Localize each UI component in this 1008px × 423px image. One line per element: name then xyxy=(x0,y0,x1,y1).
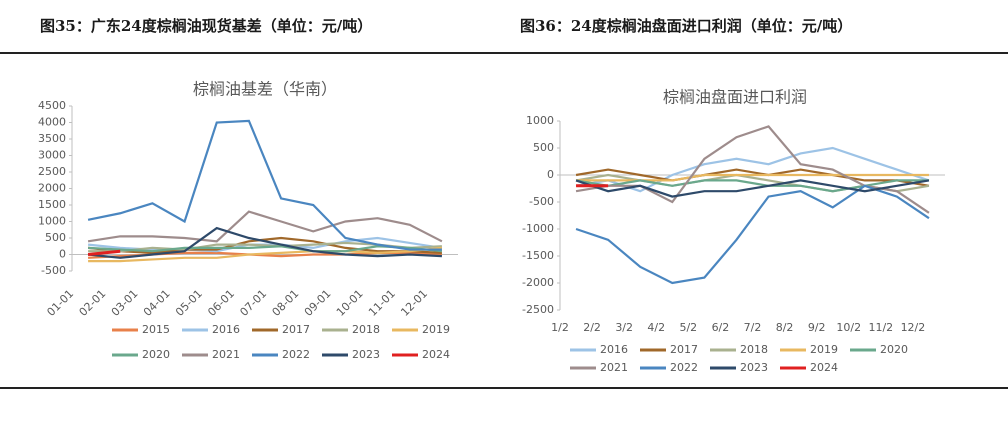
legend-label: 2018 xyxy=(740,343,768,356)
y-tick-label: -2500 xyxy=(522,303,554,316)
x-tick-label: 10/2 xyxy=(836,321,861,334)
x-tick-label: 12-01 xyxy=(398,287,430,319)
legend-label: 2024 xyxy=(810,361,838,374)
legend-label: 2020 xyxy=(880,343,908,356)
figure-title: 图35：广东24度棕榈油现货基差（单位：元/吨） xyxy=(40,17,372,35)
x-tick-label: 03-01 xyxy=(109,287,141,319)
x-tick-label: 6/2 xyxy=(712,321,730,334)
y-tick-label: 0 xyxy=(59,248,66,261)
x-tick-label: 9/2 xyxy=(808,321,826,334)
legend-label: 2017 xyxy=(670,343,698,356)
legend-label: 2016 xyxy=(600,343,628,356)
x-tick-label: 11/2 xyxy=(868,321,893,334)
series-line xyxy=(87,210,443,243)
y-tick-label: 0 xyxy=(547,168,554,181)
series-line xyxy=(87,226,442,259)
x-tick-label: 5/2 xyxy=(679,321,697,334)
y-tick-label: 2500 xyxy=(38,165,66,178)
series-line xyxy=(575,179,929,193)
y-tick-label: 3000 xyxy=(38,149,66,162)
y-tick-label: -2000 xyxy=(522,276,554,289)
legend-label: 2023 xyxy=(740,361,768,374)
y-tick-label: 500 xyxy=(45,231,66,244)
legend-label: 2021 xyxy=(212,348,240,361)
x-tick-label: 8/2 xyxy=(776,321,794,334)
y-tick-label: 2000 xyxy=(38,182,66,195)
x-tick-label: 05-01 xyxy=(173,287,205,319)
x-tick-label: 4/2 xyxy=(647,321,665,334)
y-tick-label: -500 xyxy=(529,195,554,208)
legend-label: 2017 xyxy=(282,323,310,336)
legend-label: 2015 xyxy=(142,323,170,336)
x-tick-label: 12/2 xyxy=(901,321,926,334)
x-tick-label: 02-01 xyxy=(77,287,109,319)
legend-label: 2016 xyxy=(212,323,240,336)
x-tick-label: 06-01 xyxy=(205,287,237,319)
legend-label: 2020 xyxy=(142,348,170,361)
x-tick-label: 07-01 xyxy=(237,287,269,319)
y-tick-label: 4000 xyxy=(38,116,66,129)
y-tick-label: -1500 xyxy=(522,249,554,262)
y-tick-label: 3500 xyxy=(38,132,66,145)
series-line xyxy=(575,179,930,198)
x-tick-label: 10-01 xyxy=(334,287,366,319)
y-tick-label: 1000 xyxy=(38,215,66,228)
legend-label: 2019 xyxy=(810,343,838,356)
legend-label: 2024 xyxy=(422,348,450,361)
y-tick-label: 1500 xyxy=(38,198,66,211)
x-tick-label: 3/2 xyxy=(615,321,633,334)
series-line xyxy=(575,184,930,285)
x-tick-label: 04-01 xyxy=(141,287,173,319)
y-tick-label: 4500 xyxy=(38,99,66,112)
series-line xyxy=(575,125,930,214)
legend-label: 2022 xyxy=(282,348,310,361)
series-line xyxy=(575,146,930,193)
y-tick-label: -1000 xyxy=(522,222,554,235)
x-tick-label: 2/2 xyxy=(583,321,601,334)
y-tick-label: 1000 xyxy=(526,114,554,127)
y-tick-label: -500 xyxy=(41,264,66,277)
series-line xyxy=(87,249,121,256)
figure-title: 图36：24度棕榈油盘面进口利润（单位：元/吨） xyxy=(520,17,852,35)
legend-label: 2022 xyxy=(670,361,698,374)
legend-label: 2018 xyxy=(352,323,380,336)
legend-label: 2023 xyxy=(352,348,380,361)
x-tick-label: 1/2 xyxy=(551,321,569,334)
legend-label: 2019 xyxy=(422,323,450,336)
legend-label: 2021 xyxy=(600,361,628,374)
chart-title: 棕榈油基差（华南） xyxy=(193,80,337,99)
x-tick-label: 01-01 xyxy=(44,287,76,319)
x-tick-label: 7/2 xyxy=(744,321,762,334)
series-line xyxy=(575,168,930,187)
x-tick-label: 11-01 xyxy=(366,287,398,319)
series-line xyxy=(88,246,443,263)
x-tick-label: 09-01 xyxy=(302,287,334,319)
y-tick-label: 500 xyxy=(533,141,554,154)
chart-title: 棕榈油盘面进口利润 xyxy=(663,88,807,107)
series-line xyxy=(87,119,442,251)
series-line xyxy=(87,236,442,254)
x-tick-label: 08-01 xyxy=(270,287,302,319)
